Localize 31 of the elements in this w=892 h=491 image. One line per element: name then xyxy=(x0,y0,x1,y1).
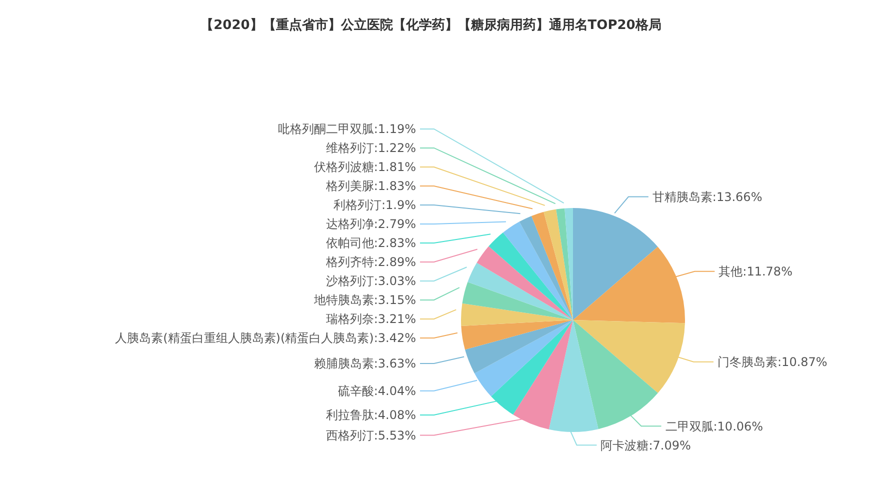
slice-label: 阿卡波糖:7.09% xyxy=(600,438,691,452)
slice-label: 利格列汀:1.9% xyxy=(333,198,416,212)
slice-label: 门冬胰岛素:10.87% xyxy=(718,355,828,370)
slice-label: 依帕司他:2.83% xyxy=(326,236,416,250)
pie-slice xyxy=(461,320,573,350)
pie-slice xyxy=(462,282,573,320)
slice-label: 达格列净:2.79% xyxy=(326,217,416,232)
slice-label: 硫辛酸:4.04% xyxy=(338,384,416,398)
pie-slice xyxy=(461,303,573,326)
slice-label: 格列美脲:1.83% xyxy=(324,179,416,194)
slice-label: 维格列汀:1.22% xyxy=(326,141,416,156)
slice-label: 伏格列波糖:1.81% xyxy=(314,160,416,174)
pie-slice xyxy=(476,246,573,320)
slice-label: 地特胰岛素:3.15% xyxy=(312,293,416,308)
chart-title: 【2020】【重点省市】公立医院【化学药】【糖尿病用药】通用名TOP20格局 xyxy=(200,16,662,34)
slice-label: 二甲双胍:10.06% xyxy=(665,419,764,434)
slice-label: 甘精胰岛素:13.66% xyxy=(652,190,762,204)
pie-slice xyxy=(573,320,658,430)
slice-label: 利拉鲁肽:4.08% xyxy=(326,408,416,422)
slice-label: 沙格列汀:3.03% xyxy=(326,274,416,288)
slice-label: 赖脯胰岛素:3.63% xyxy=(314,356,416,371)
pie-slice xyxy=(468,262,573,320)
pie-slice xyxy=(503,222,573,320)
slice-label: 人胰岛素(精蛋白重组人胰岛素)(精蛋白人胰岛素):3.42% xyxy=(115,331,416,346)
slice-label: 格列齐特:2.89% xyxy=(324,255,416,270)
slice-label: 其他:11.78% xyxy=(718,264,792,279)
pie-slice xyxy=(556,208,573,320)
slice-label: 吡格列酮二甲双胍:1.19% xyxy=(278,122,416,136)
slice-label: 西格列汀:5.53% xyxy=(326,428,416,442)
slice-label: 瑞格列奈:3.21% xyxy=(326,312,416,326)
pie-slice xyxy=(544,209,573,320)
